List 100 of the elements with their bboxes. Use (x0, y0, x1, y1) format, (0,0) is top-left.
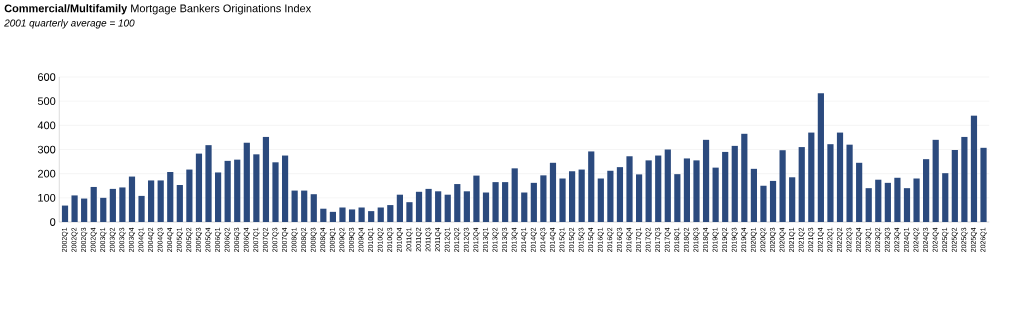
bar (655, 155, 662, 222)
y-tick-label: 200 (38, 169, 56, 178)
bar (272, 162, 279, 222)
bar (61, 205, 69, 222)
bar (253, 154, 260, 222)
bar (760, 185, 767, 222)
y-tick-label: 500 (37, 97, 56, 106)
bar (167, 171, 174, 222)
bar (214, 172, 222, 222)
chart-subtitle: 2001 quarterly average = 100 (4, 19, 135, 29)
bar (549, 162, 557, 222)
bar (702, 139, 710, 222)
bar (856, 162, 863, 222)
bar (81, 198, 88, 222)
bar (377, 207, 384, 222)
bar (454, 184, 461, 222)
bar (425, 188, 432, 222)
bar (387, 205, 394, 222)
bar (683, 158, 691, 222)
bar (865, 188, 872, 222)
bar (942, 173, 949, 222)
bar (521, 192, 528, 222)
bar (100, 197, 107, 222)
bar (310, 194, 317, 222)
bar (329, 211, 337, 222)
bar (339, 207, 346, 222)
bar (482, 192, 490, 222)
bar (444, 194, 451, 222)
bar (875, 179, 882, 222)
bar (741, 133, 748, 222)
bar (884, 182, 891, 222)
bar (693, 160, 700, 222)
bar (243, 142, 250, 222)
bar (894, 177, 901, 222)
bar (358, 207, 365, 222)
bar (148, 180, 155, 222)
bar (903, 188, 911, 222)
bar (731, 145, 738, 222)
bar (205, 145, 212, 222)
bar (616, 167, 624, 222)
bar (128, 176, 136, 222)
bar (798, 147, 805, 222)
bar (932, 139, 939, 222)
bar (406, 202, 413, 222)
bar (281, 155, 289, 222)
bar (301, 190, 308, 222)
bar (980, 147, 987, 222)
bar (578, 169, 585, 222)
bar (71, 195, 78, 222)
bar (951, 149, 958, 222)
bar (530, 182, 537, 222)
bar (502, 182, 509, 222)
bar (913, 178, 920, 222)
bar (817, 93, 824, 222)
bar (320, 208, 327, 222)
y-tick-label: 600 (38, 73, 56, 81)
bar (540, 175, 547, 222)
bar (109, 188, 116, 222)
bar (138, 195, 145, 222)
bar (415, 191, 423, 222)
bar (435, 191, 442, 222)
bar (569, 171, 576, 222)
bar (635, 174, 643, 222)
y-tick-label: 300 (37, 145, 56, 154)
bar (626, 156, 633, 222)
bar (157, 180, 164, 222)
bar (234, 159, 241, 222)
bar (970, 115, 978, 222)
bar (492, 182, 499, 222)
bar (923, 159, 930, 222)
bar (750, 168, 757, 222)
bar (473, 175, 480, 222)
bar (789, 177, 796, 222)
bar (961, 136, 968, 222)
bar (607, 170, 614, 222)
bar (176, 185, 183, 222)
bar (846, 144, 853, 222)
bar (348, 209, 356, 222)
bar (90, 186, 97, 222)
bar (119, 187, 126, 222)
bar (588, 151, 595, 222)
y-tick-label: 400 (37, 121, 56, 130)
bar (559, 178, 566, 222)
bar (836, 132, 844, 222)
bar (769, 180, 777, 222)
bar (262, 136, 270, 222)
bar (674, 174, 681, 222)
bar (396, 194, 403, 222)
bar (827, 144, 834, 222)
bar (368, 211, 375, 222)
bar (224, 160, 231, 222)
bar (597, 178, 604, 222)
chart-title: Commercial/Multifamily Mortgage Bankers Originations Index (4, 4, 312, 15)
bar (291, 190, 298, 222)
bar (712, 167, 719, 222)
bar (463, 191, 470, 222)
bar (722, 151, 729, 222)
y-tick-label: 0 (50, 218, 56, 226)
bar (186, 169, 193, 222)
bar (511, 168, 518, 222)
